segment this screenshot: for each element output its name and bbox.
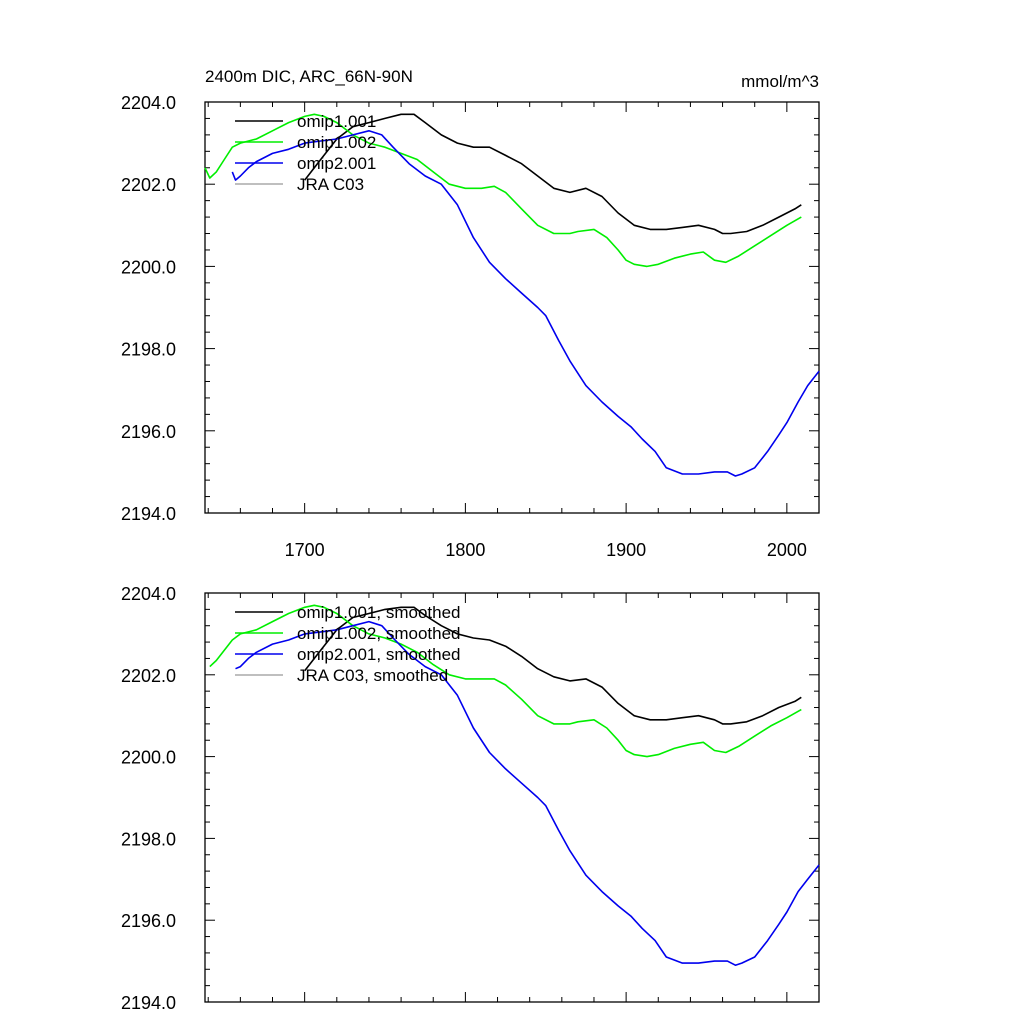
x-tick-label: 1700 bbox=[285, 540, 325, 560]
y-tick-label: 2202.0 bbox=[121, 666, 176, 686]
legend-entry-omip1-002-smoothed: omip1.002, smoothed bbox=[297, 624, 461, 643]
series-omip1-001-smoothed bbox=[304, 606, 802, 725]
top-panel: 2400m DIC, ARC_66N-90N mmol/m^3 1700 1800… bbox=[121, 67, 820, 560]
y-tick-label: 2196.0 bbox=[121, 911, 176, 931]
series-group bbox=[204, 113, 820, 477]
legend-entry-omip2-001: omip2.001 bbox=[297, 154, 376, 173]
y-tick-label: 2198.0 bbox=[121, 829, 176, 849]
x-tick-label: 1800 bbox=[445, 540, 485, 560]
legend-entry-jra-c03-smoothed: JRA C03, smoothed bbox=[297, 666, 448, 685]
units-label: mmol/m^3 bbox=[741, 72, 819, 91]
plot-frame bbox=[204, 101, 820, 514]
axes: 1700 1800 1900 2000 2194.0 2196.0 2198.0 2200.0… bbox=[121, 93, 820, 560]
series-omip1-002-smoothed bbox=[209, 604, 802, 758]
y-tick-label: 2194.0 bbox=[121, 993, 176, 1013]
x-tick-label: 2000 bbox=[767, 540, 807, 560]
y-tick-label: 2200.0 bbox=[121, 257, 176, 277]
bottom-panel: 2194.0 2196.0 2198.0 2200.0 2202.0 2204.0 omi… bbox=[121, 584, 820, 1013]
y-tick-label: 2204.0 bbox=[121, 584, 176, 604]
series-omip2-001 bbox=[231, 130, 820, 477]
y-tick-label: 2200.0 bbox=[121, 748, 176, 768]
y-tick-label: 2198.0 bbox=[121, 340, 176, 360]
y-tick-label: 2196.0 bbox=[121, 422, 176, 442]
plot-frame bbox=[204, 592, 820, 1003]
series-group bbox=[209, 604, 820, 967]
series-omip2-001-smoothed bbox=[235, 620, 820, 967]
legend-entry-jra-c03: JRA C03 bbox=[297, 175, 364, 194]
chart-title: 2400m DIC, ARC_66N-90N bbox=[205, 67, 413, 86]
y-tick-label: 2202.0 bbox=[121, 175, 176, 195]
y-tick-label: 2204.0 bbox=[121, 93, 176, 113]
series-omip1-002 bbox=[204, 113, 802, 268]
series-omip1-001 bbox=[304, 113, 802, 235]
axes: 2194.0 2196.0 2198.0 2200.0 2202.0 2204.0 bbox=[121, 584, 820, 1013]
legend: omip1.001 omip1.002 omip2.001 JRA C03 bbox=[235, 112, 376, 194]
legend-entry-omip1-002: omip1.002 bbox=[297, 133, 376, 152]
y-tick-label: 2194.0 bbox=[121, 504, 176, 524]
legend: omip1.001, smoothed omip1.002, smoothed … bbox=[235, 603, 461, 685]
x-tick-label: 1900 bbox=[606, 540, 646, 560]
legend-entry-omip2-001-smoothed: omip2.001, smoothed bbox=[297, 645, 461, 664]
legend-entry-omip1-001-smoothed: omip1.001, smoothed bbox=[297, 603, 461, 622]
legend-entry-omip1-001: omip1.001 bbox=[297, 112, 376, 131]
